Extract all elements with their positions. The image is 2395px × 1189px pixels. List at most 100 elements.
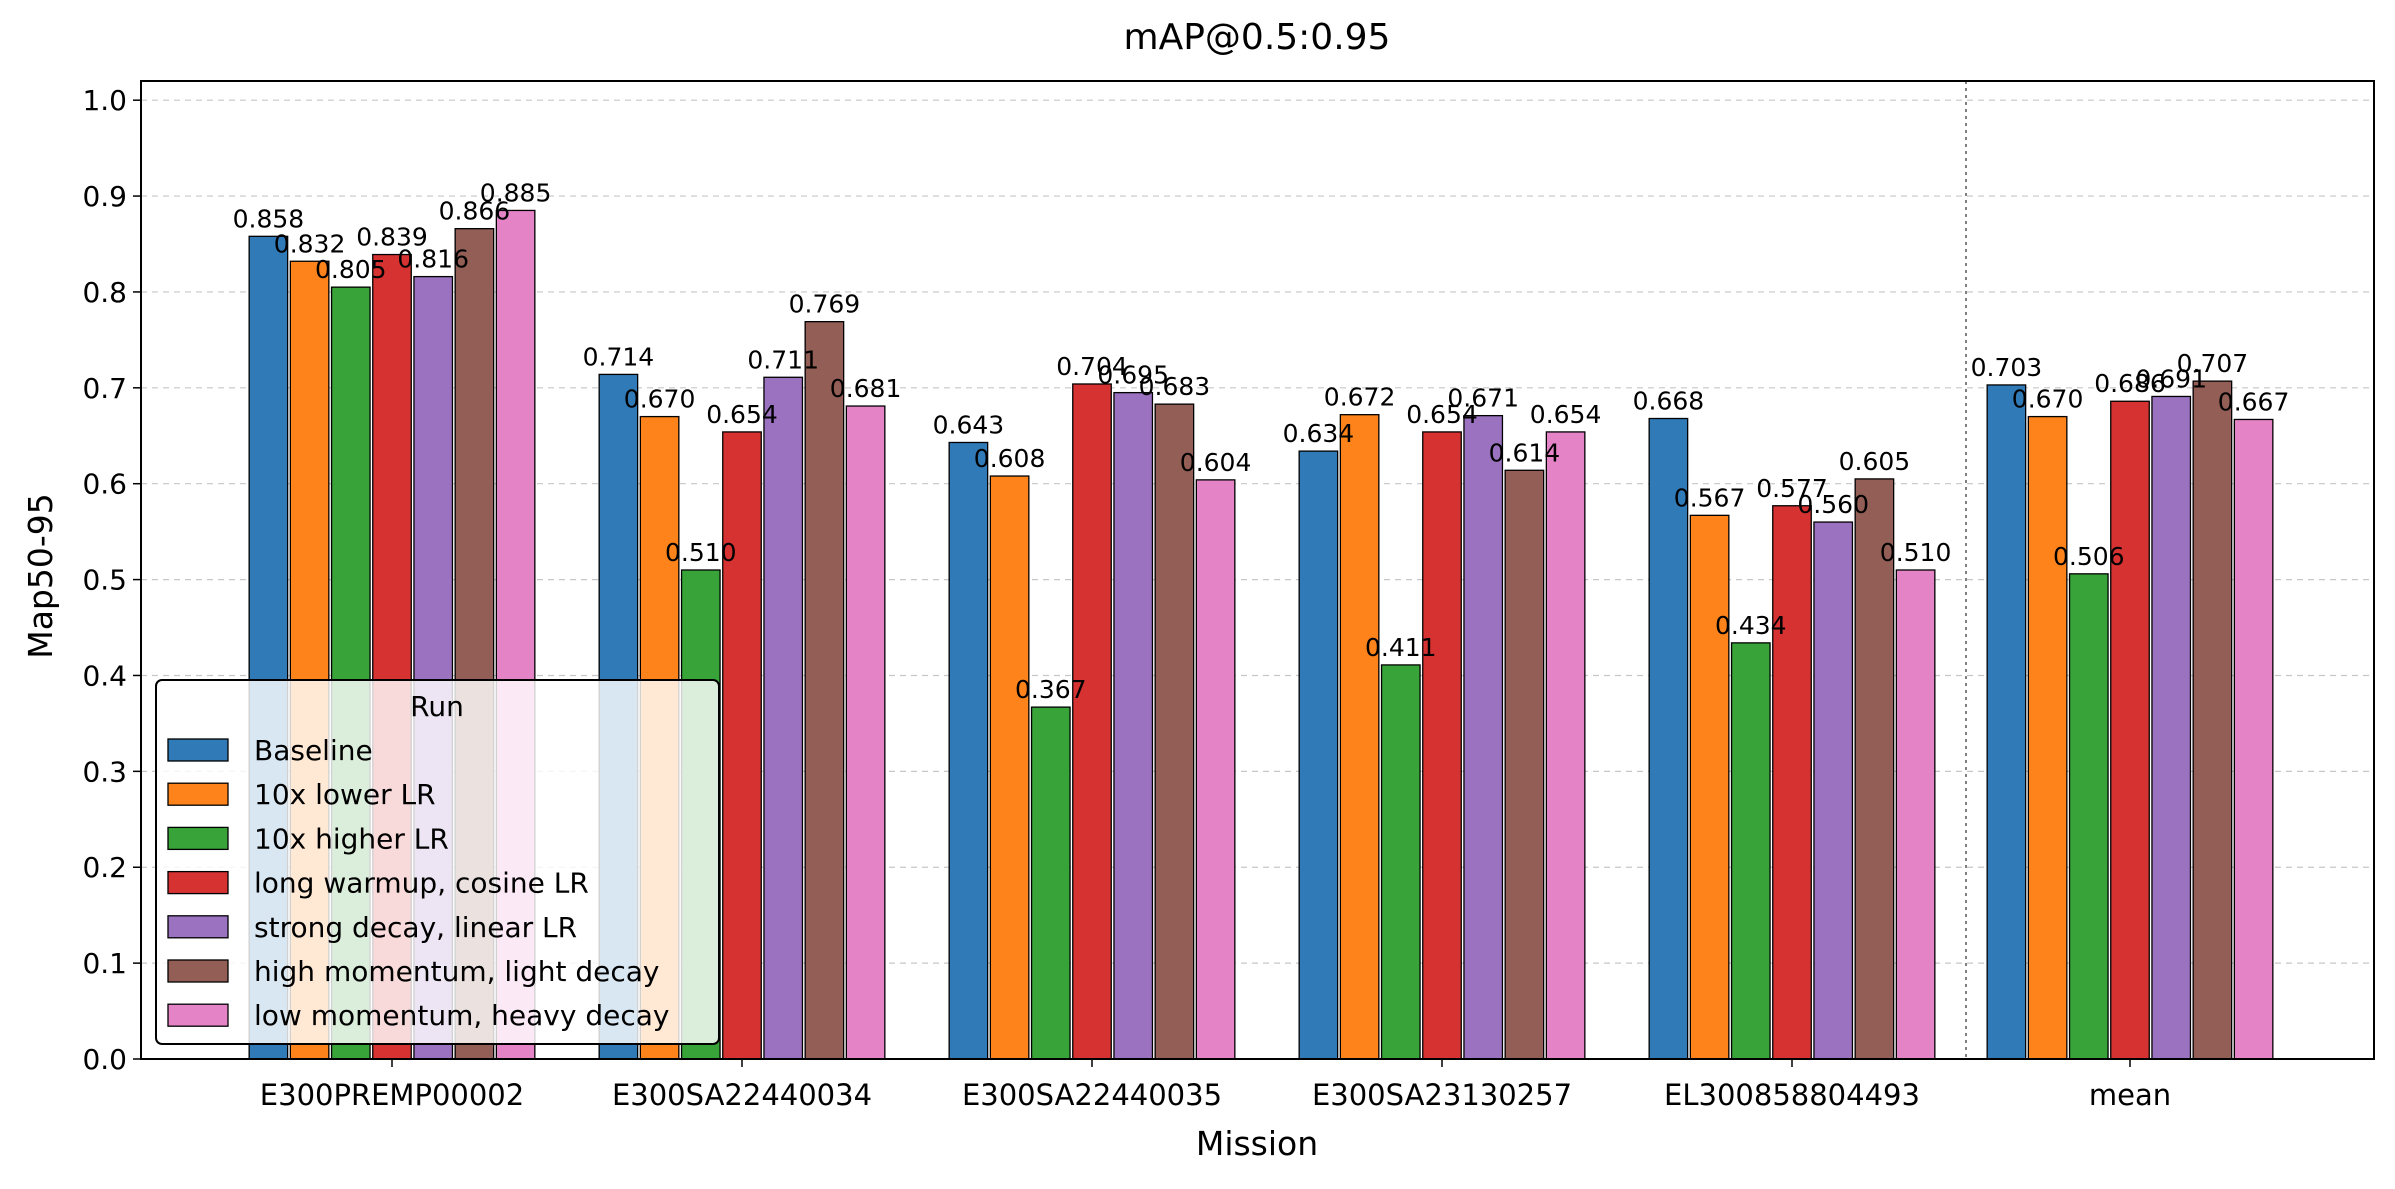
data-label: 0.614	[1489, 438, 1561, 467]
bar	[2151, 395, 2192, 1060]
data-label: 0.714	[583, 342, 655, 371]
legend-swatch	[167, 1003, 229, 1027]
y-axis-label: Map50-95	[21, 493, 60, 659]
bar	[845, 405, 886, 1060]
bar	[2233, 418, 2274, 1060]
data-label: 0.367	[1015, 675, 1087, 704]
data-label: 0.691	[2135, 364, 2207, 393]
data-label: 0.805	[315, 255, 387, 284]
bar	[1339, 414, 1380, 1060]
data-label: 0.672	[1324, 383, 1396, 412]
legend-box	[155, 679, 720, 1045]
data-label: 0.707	[2177, 349, 2249, 378]
bar	[1545, 431, 1586, 1060]
y-tick-label: 0.5	[82, 564, 127, 597]
legend-title: Run	[410, 690, 464, 723]
legend-entry-label: 10x higher LR	[254, 822, 449, 855]
data-label: 0.560	[1797, 490, 1869, 519]
x-tick-label: E300SA23130257	[1312, 1078, 1572, 1112]
bar	[1030, 706, 1071, 1060]
data-label: 0.634	[1283, 419, 1355, 448]
data-label: 0.667	[2218, 387, 2290, 416]
data-label: 0.858	[233, 204, 305, 233]
bar	[1298, 450, 1339, 1060]
data-label: 0.510	[1880, 538, 1952, 567]
data-label: 0.695	[1097, 361, 1169, 390]
legend-swatch	[167, 826, 229, 851]
bar	[1986, 384, 2027, 1060]
data-label: 0.703	[1971, 353, 2043, 382]
axes: 0.0 0.1 0.2 0.3 0.4 0.5 0.6 0.7 0.8 0.9 1.0 E300PRE…	[82, 80, 2375, 1112]
legend-entry-label: strong decay, linear LR	[254, 911, 577, 944]
bar	[763, 376, 804, 1060]
data-label: 0.866	[439, 197, 511, 226]
data-label: 0.605	[1839, 447, 1911, 476]
y-tick-label: 0.6	[82, 468, 127, 501]
bar	[948, 441, 989, 1060]
y-tick-label: 0.9	[82, 180, 127, 213]
x-tick-label: EL300858804493	[1664, 1078, 1920, 1112]
legend-entry-label: low momentum, heavy decay	[254, 999, 669, 1032]
bar	[1195, 479, 1236, 1060]
legend-entry-label: 10x lower LR	[254, 778, 436, 811]
bar	[2192, 380, 2233, 1060]
bar	[1730, 642, 1771, 1060]
bar	[2068, 573, 2109, 1060]
bar	[989, 475, 1030, 1060]
bar	[1154, 403, 1195, 1060]
data-label: 0.434	[1715, 611, 1787, 640]
bar	[1648, 417, 1689, 1060]
bar	[1854, 478, 1895, 1060]
y-tick-label: 1.0	[82, 84, 127, 117]
y-tick-label: 0.3	[82, 755, 127, 788]
legend-swatch	[167, 738, 229, 762]
data-label: 0.670	[624, 385, 696, 414]
data-label: 0.683	[1139, 372, 1211, 401]
data-label: 0.671	[1447, 384, 1519, 413]
data-label: 0.654	[1530, 400, 1602, 429]
bar	[2110, 400, 2150, 1060]
bar	[1895, 569, 1936, 1060]
data-label: 0.832	[274, 229, 346, 258]
legend-swatch	[167, 870, 229, 895]
x-axis-label: Mission	[1196, 1124, 1318, 1163]
x-tick-label: mean	[2089, 1078, 2171, 1112]
bar	[1463, 414, 1504, 1060]
bar	[1422, 431, 1462, 1060]
data-label: 0.670	[2012, 385, 2084, 414]
data-label: 0.604	[1180, 448, 1252, 477]
data-label: 0.506	[2053, 542, 2125, 571]
data-label: 0.769	[789, 290, 861, 319]
bar	[1772, 505, 1812, 1060]
data-label: 0.704	[1056, 352, 1128, 381]
bar	[2027, 415, 2068, 1060]
legend-entry-label: high momentum, light decay	[254, 955, 659, 988]
y-tick-label: 0.4	[82, 659, 127, 692]
legend-entry-label: Baseline	[254, 734, 373, 767]
legend-swatch	[167, 915, 229, 939]
data-label: 0.654	[706, 400, 778, 429]
data-label: 0.711	[747, 345, 819, 374]
bar	[722, 431, 762, 1060]
bar	[1813, 521, 1854, 1060]
data-labels: 0.858 0.714 0.643 0.634 0.668 0.703 0.832 0.670…	[233, 178, 2290, 704]
bar	[1504, 469, 1545, 1060]
x-tick-label: E300SA22440034	[612, 1078, 872, 1112]
data-label: 0.608	[974, 444, 1046, 473]
bar	[1689, 514, 1730, 1060]
legend-swatch	[167, 782, 229, 806]
data-label: 0.839	[356, 223, 428, 252]
data-label: 0.668	[1633, 387, 1705, 416]
bar	[1072, 383, 1112, 1060]
chart-title: mAP@0.5:0.95	[1124, 17, 1391, 58]
data-label: 0.577	[1756, 474, 1828, 503]
data-label: 0.510	[665, 538, 737, 567]
data-label: 0.643	[933, 410, 1005, 439]
legend: Run Baseline 10x lower LR 10x higher LR long…	[155, 679, 720, 1045]
bar	[1380, 664, 1421, 1060]
data-label: 0.411	[1365, 633, 1437, 662]
y-tick-label: 0.2	[82, 851, 127, 884]
y-tick-label: 0.0	[82, 1043, 127, 1076]
